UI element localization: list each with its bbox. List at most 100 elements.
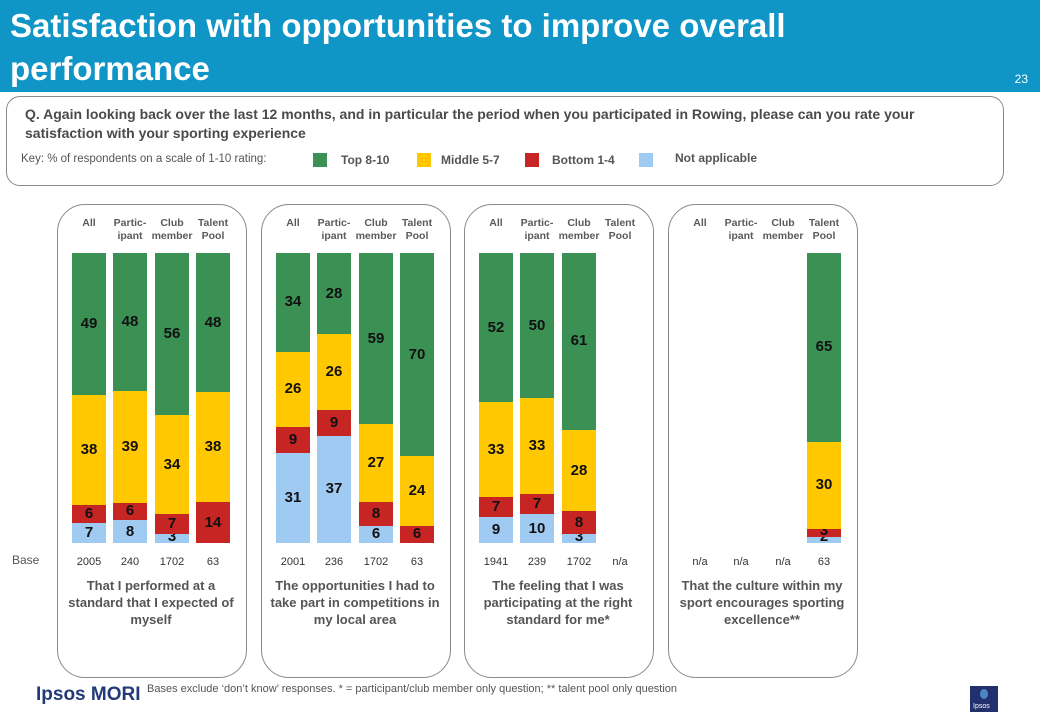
bar-segment — [113, 502, 147, 521]
column-header: Talent Pool — [808, 217, 840, 242]
data-label: 38 — [80, 441, 98, 459]
bar-segment — [72, 522, 106, 543]
column-header: Talent Pool — [401, 217, 433, 242]
data-label: 31 — [284, 489, 302, 507]
ipsos-mori-logo: Ipsos MORI — [36, 684, 141, 705]
data-label: 9 — [491, 521, 501, 539]
bar-segment — [479, 517, 513, 543]
chart-title: The opportunities I had to take part in … — [270, 578, 440, 627]
bar-segment — [155, 253, 189, 416]
base-value: n/a — [612, 556, 628, 568]
data-label: 70 — [408, 345, 426, 363]
bar-segment — [196, 253, 230, 393]
base-value: 63 — [817, 556, 831, 568]
legend-label-top: Top 8-10 — [341, 153, 390, 167]
title-banner: Satisfaction with opportunities to impro… — [0, 0, 1040, 92]
bar-segment — [562, 429, 596, 512]
column-header: Club member — [762, 217, 804, 242]
data-label: 28 — [325, 284, 343, 302]
data-label: 52 — [487, 318, 505, 336]
bar-segment — [359, 253, 393, 425]
data-label: 14 — [204, 513, 222, 531]
bar-segment — [400, 253, 434, 456]
bar-segment — [479, 497, 513, 518]
base-value: n/a — [692, 556, 708, 568]
page-number: 23 — [1014, 72, 1028, 86]
data-label: 7 — [84, 523, 94, 541]
data-label: 6 — [125, 502, 135, 520]
ipsos-logo-icon — [980, 689, 988, 699]
base-value: 1702 — [566, 556, 592, 568]
base-value: n/a — [775, 556, 791, 568]
base-value: 1941 — [483, 556, 509, 568]
data-label: 38 — [204, 438, 222, 456]
base-value: 239 — [527, 556, 547, 568]
data-label: 7 — [167, 515, 177, 533]
base-value: 63 — [410, 556, 424, 568]
bar-segment — [400, 456, 434, 526]
data-label: 37 — [325, 480, 343, 498]
bar-segment — [276, 453, 310, 543]
data-label: 50 — [528, 316, 546, 334]
data-label: 26 — [325, 362, 343, 380]
column-header: All — [693, 217, 707, 229]
bar-segment — [72, 253, 106, 396]
bar-segment — [479, 402, 513, 498]
data-label: 7 — [532, 494, 542, 512]
column-header: Partic- ipant — [520, 217, 554, 242]
data-label: 3 — [819, 522, 829, 540]
data-label: 27 — [367, 454, 385, 472]
bar-segment — [562, 253, 596, 430]
bar-segment — [276, 427, 310, 454]
bar-segment — [807, 441, 841, 529]
data-label: 8 — [574, 513, 584, 531]
data-label: 59 — [367, 329, 385, 347]
column-header: Club member — [355, 217, 397, 242]
bar-segment — [520, 398, 554, 494]
data-label: 9 — [329, 413, 339, 431]
bar-segment — [520, 253, 554, 398]
legend-label-bottom: Bottom 1-4 — [552, 153, 615, 167]
column-header: Club member — [558, 217, 600, 242]
column-header: Partic- ipant — [113, 217, 147, 242]
legend-label-middle: Middle 5-7 — [441, 153, 500, 167]
data-label: 34 — [284, 293, 302, 311]
base-value: 240 — [120, 556, 140, 568]
bar-segment — [317, 334, 351, 410]
bar-segment — [72, 505, 106, 523]
bar-segment — [276, 253, 310, 352]
data-label: 10 — [528, 519, 546, 537]
bar-segment — [520, 514, 554, 543]
ipsos-corner-logo: Ipsos — [970, 686, 998, 712]
bar-segment — [155, 514, 189, 535]
bar-segment — [196, 392, 230, 503]
chart-title: The feeling that I was participating at … — [483, 578, 633, 627]
data-label: 33 — [528, 436, 546, 454]
data-label: 65 — [815, 338, 833, 356]
column-header: All — [489, 217, 503, 229]
data-label: 9 — [288, 431, 298, 449]
bar-segment — [562, 534, 596, 543]
data-label: 49 — [80, 315, 98, 333]
bar-segment — [807, 253, 841, 442]
bar-segment — [317, 253, 351, 335]
data-label: 39 — [121, 437, 139, 455]
bar-segment — [317, 409, 351, 436]
data-label: 6 — [412, 525, 422, 543]
question-box: Q. Again looking back over the last 12 m… — [6, 96, 1004, 186]
legend-swatch-bottom — [525, 153, 539, 167]
footnote: Bases exclude ‘don’t know’ responses. * … — [147, 683, 678, 695]
base-value: 2001 — [280, 556, 306, 568]
question-text: Q. Again looking back over the last 12 m… — [25, 106, 915, 141]
data-label: 48 — [121, 312, 139, 330]
bar-segment — [807, 537, 841, 543]
chart-title: That the culture within my sport encoura… — [679, 578, 845, 627]
bar-segment — [317, 435, 351, 543]
data-label: 6 — [84, 505, 94, 522]
data-label: 24 — [408, 481, 426, 499]
data-label: 28 — [570, 461, 588, 479]
data-label: 3 — [574, 528, 584, 545]
bar-segment — [359, 424, 393, 503]
data-label: 8 — [125, 522, 135, 540]
bar-segment — [400, 525, 434, 543]
